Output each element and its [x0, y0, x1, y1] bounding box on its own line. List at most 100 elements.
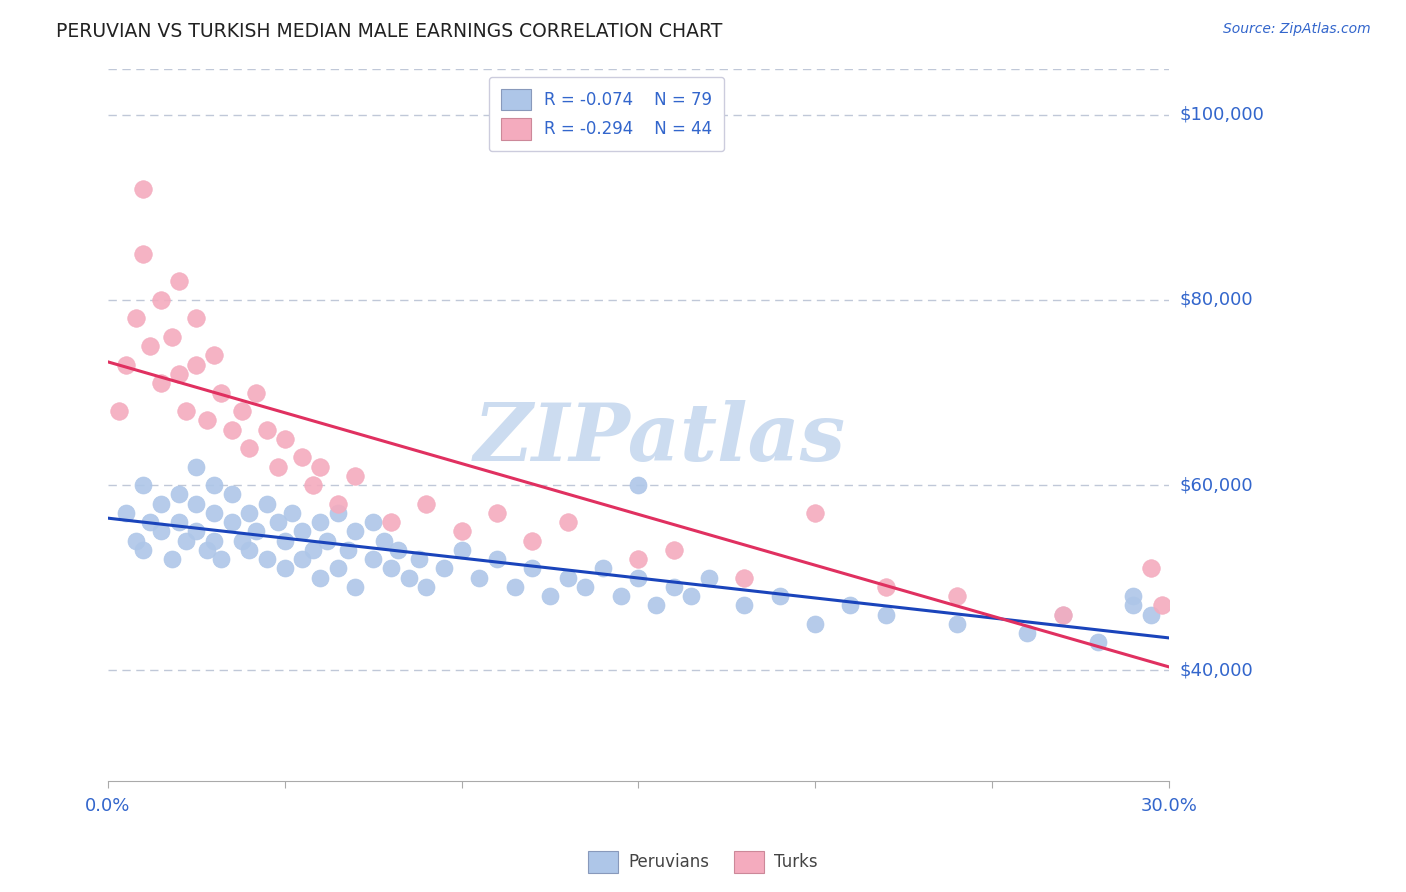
Point	[167, 367, 190, 381]
Point	[522, 561, 544, 575]
Point	[309, 459, 332, 474]
Text: $100,000: $100,000	[1180, 106, 1264, 124]
Point	[202, 478, 225, 492]
Point	[316, 533, 339, 548]
Point	[160, 552, 183, 566]
Point	[609, 589, 631, 603]
Point	[592, 561, 614, 575]
Point	[195, 542, 218, 557]
Point	[245, 385, 267, 400]
Legend: R = -0.074    N = 79, R = -0.294    N = 44: R = -0.074 N = 79, R = -0.294 N = 44	[489, 77, 724, 152]
Point	[1122, 589, 1144, 603]
Point	[174, 404, 197, 418]
Point	[433, 561, 456, 575]
Point	[522, 533, 544, 548]
Point	[361, 552, 384, 566]
Point	[107, 404, 129, 418]
Point	[1052, 607, 1074, 622]
Point	[450, 524, 472, 539]
Point	[380, 561, 402, 575]
Point	[132, 182, 155, 196]
Point	[245, 524, 267, 539]
Point	[221, 487, 243, 501]
Point	[344, 524, 367, 539]
Point	[839, 599, 862, 613]
Point	[344, 468, 367, 483]
Point	[167, 515, 190, 529]
Text: $60,000: $60,000	[1180, 476, 1253, 494]
Point	[326, 497, 349, 511]
Point	[485, 506, 508, 520]
Point	[309, 515, 332, 529]
Point	[627, 478, 650, 492]
Text: ZIPatlas: ZIPatlas	[474, 401, 845, 478]
Point	[186, 459, 208, 474]
Point	[256, 552, 278, 566]
Point	[267, 459, 290, 474]
Point	[627, 571, 650, 585]
Point	[361, 515, 384, 529]
Point	[202, 349, 225, 363]
Point	[132, 478, 155, 492]
Point	[733, 599, 755, 613]
Point	[1140, 561, 1163, 575]
Point	[769, 589, 792, 603]
Text: $40,000: $40,000	[1180, 661, 1253, 679]
Point	[125, 311, 148, 326]
Point	[538, 589, 561, 603]
Point	[733, 571, 755, 585]
Point	[1140, 607, 1163, 622]
Point	[337, 542, 360, 557]
Point	[186, 497, 208, 511]
Point	[1052, 607, 1074, 622]
Point	[274, 561, 297, 575]
Point	[221, 423, 243, 437]
Point	[468, 571, 491, 585]
Point	[167, 487, 190, 501]
Point	[804, 506, 827, 520]
Point	[274, 533, 297, 548]
Point	[804, 616, 827, 631]
Point	[662, 580, 685, 594]
Point	[415, 580, 437, 594]
Text: PERUVIAN VS TURKISH MEDIAN MALE EARNINGS CORRELATION CHART: PERUVIAN VS TURKISH MEDIAN MALE EARNINGS…	[56, 22, 723, 41]
Point	[150, 497, 173, 511]
Point	[238, 506, 260, 520]
Point	[875, 607, 897, 622]
Point	[238, 542, 260, 557]
Point	[557, 515, 579, 529]
Point	[450, 542, 472, 557]
Point	[1150, 599, 1173, 613]
Point	[627, 552, 650, 566]
Point	[373, 533, 395, 548]
Point	[681, 589, 703, 603]
Point	[398, 571, 420, 585]
Point	[202, 533, 225, 548]
Point	[186, 524, 208, 539]
Point	[195, 413, 218, 427]
Point	[132, 542, 155, 557]
Point	[186, 358, 208, 372]
Point	[302, 542, 325, 557]
Point	[150, 524, 173, 539]
Point	[256, 497, 278, 511]
Point	[132, 246, 155, 260]
Point	[150, 376, 173, 391]
Point	[291, 524, 314, 539]
Point	[574, 580, 596, 594]
Point	[302, 478, 325, 492]
Point	[697, 571, 720, 585]
Point	[274, 432, 297, 446]
Point	[209, 385, 232, 400]
Point	[267, 515, 290, 529]
Point	[503, 580, 526, 594]
Legend: Peruvians, Turks: Peruvians, Turks	[582, 845, 824, 880]
Point	[344, 580, 367, 594]
Text: $80,000: $80,000	[1180, 291, 1253, 309]
Point	[114, 358, 136, 372]
Point	[160, 330, 183, 344]
Point	[326, 506, 349, 520]
Text: Source: ZipAtlas.com: Source: ZipAtlas.com	[1223, 22, 1371, 37]
Point	[202, 506, 225, 520]
Point	[291, 450, 314, 465]
